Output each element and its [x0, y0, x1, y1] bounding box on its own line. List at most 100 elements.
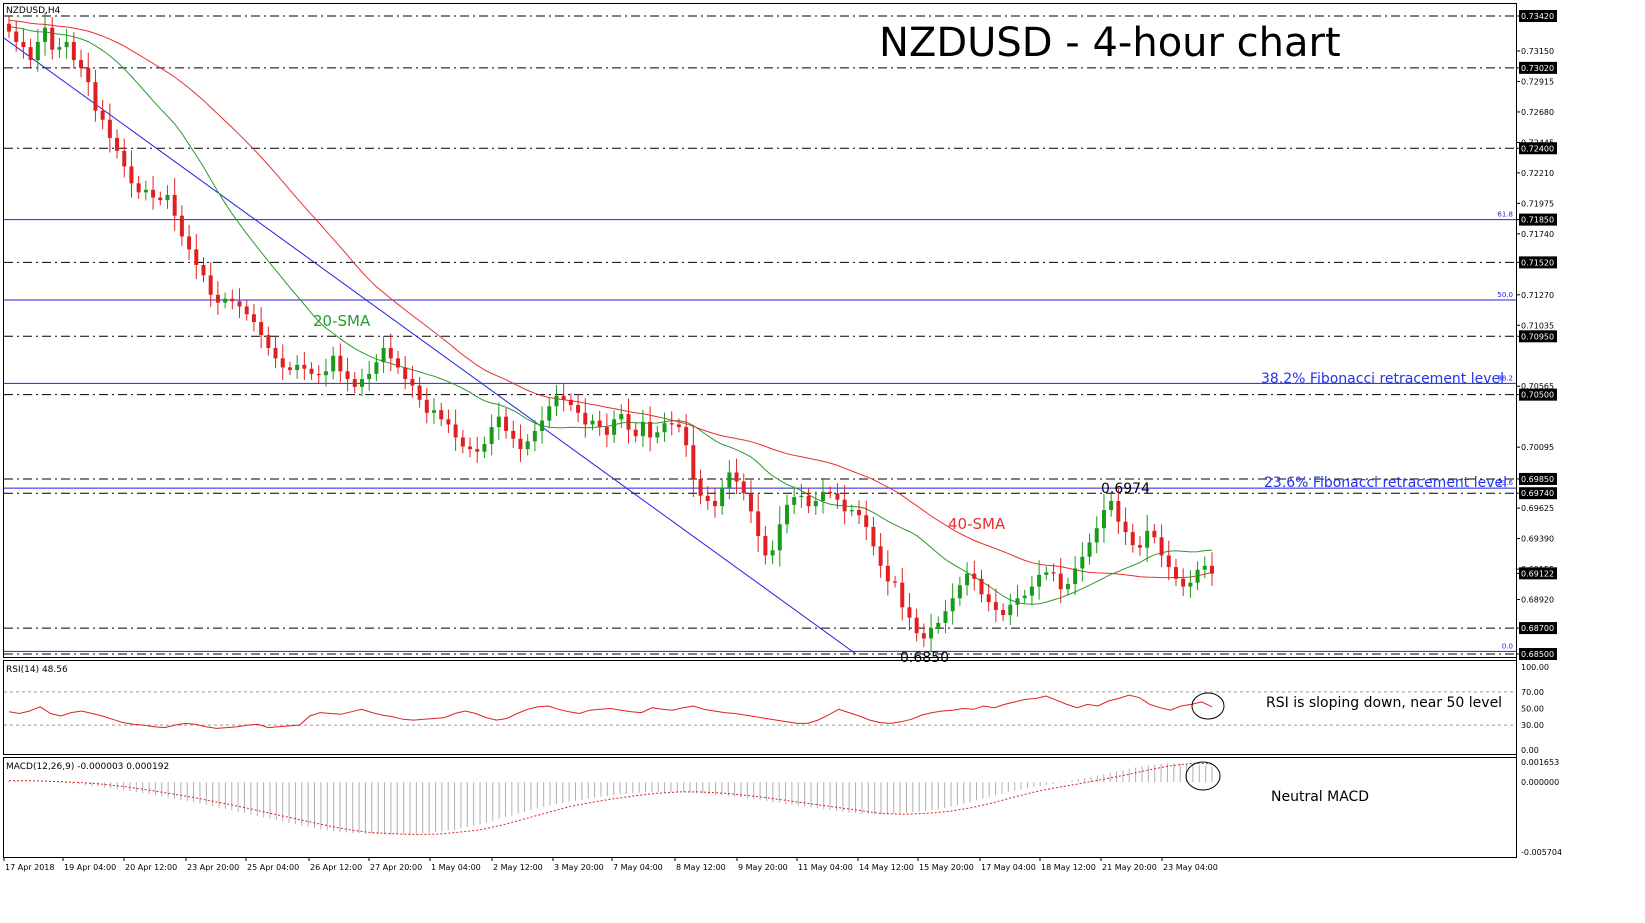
candle-body-28 — [208, 275, 213, 295]
candle-body-139 — [1008, 604, 1013, 616]
candle-body-12 — [93, 82, 98, 111]
time-label-17: 18 May 12:00 — [1041, 863, 1096, 872]
candle-body-115 — [835, 493, 840, 500]
fib-tag-1: 50.0 — [1497, 291, 1513, 299]
rsi-tick-label-0: 100.00 — [1521, 663, 1549, 672]
rsi-note: RSI is sloping down, near 50 level — [1266, 695, 1502, 711]
macd-tick-label-2: -0.005704 — [1521, 848, 1562, 857]
candle-body-91 — [662, 423, 667, 433]
candlesticks — [7, 12, 1214, 652]
candle-body-69 — [504, 416, 509, 431]
price-tick-label-12: 0.71270 — [1521, 291, 1554, 300]
time-label-12: 9 May 20:00 — [738, 863, 788, 872]
rsi-tick-label-4: 0.00 — [1521, 746, 1539, 755]
candle-body-65 — [475, 449, 480, 452]
rsi-label: RSI(14) 48.56 — [6, 665, 68, 675]
candle-body-105 — [763, 535, 768, 556]
price-tick-label-4: 0.72680 — [1521, 108, 1554, 117]
candle-body-121 — [878, 546, 883, 566]
candle-body-43 — [316, 373, 321, 376]
time-label-6: 27 Apr 20:00 — [370, 863, 422, 872]
downtrend-line — [3, 37, 857, 655]
candle-body-131 — [950, 598, 955, 612]
candle-body-142 — [1029, 586, 1034, 596]
candle-body-140 — [1015, 598, 1020, 605]
time-label-18: 21 May 20:00 — [1102, 863, 1157, 872]
candle-body-100 — [727, 472, 732, 489]
price-tick-label-7: 0.72210 — [1521, 169, 1554, 178]
candle-body-3 — [28, 47, 33, 61]
candle-body-104 — [756, 511, 761, 536]
candle-body-125 — [907, 607, 912, 618]
candle-body-127 — [921, 633, 926, 639]
candle-body-48 — [352, 379, 357, 387]
candle-body-66 — [482, 443, 487, 452]
candle-body-89 — [648, 421, 653, 438]
candle-body-144 — [1044, 572, 1049, 575]
price-tick-box-11 — [1519, 256, 1557, 269]
price-tick-label-14: 0.70950 — [1521, 332, 1554, 341]
fibonacci-levels: 61.8 50.0 38.2 23.6 0.0 — [4, 211, 1516, 652]
fib-236-label: 23.6% Fibonacci retracement level — [1264, 475, 1507, 491]
candle-body-148 — [1073, 568, 1078, 584]
symbol-label: NZDUSD,H4 — [6, 6, 61, 16]
candle-body-124 — [900, 582, 905, 608]
candle-body-29 — [215, 294, 220, 303]
candle-body-52 — [381, 347, 386, 363]
candle-body-60 — [439, 410, 444, 420]
price-tick-box-2 — [1519, 61, 1557, 74]
candle-body-13 — [100, 110, 105, 120]
fib-382-label: 38.2% Fibonacci retracement level — [1261, 371, 1504, 387]
candle-body-161 — [1166, 555, 1171, 568]
candle-body-38 — [280, 358, 285, 368]
candle-body-46 — [338, 355, 343, 372]
candle-body-165 — [1195, 569, 1200, 583]
candle-body-7 — [57, 47, 62, 50]
candle-body-27 — [201, 264, 206, 276]
candle-body-155 — [1123, 521, 1128, 533]
candle-body-151 — [1094, 528, 1099, 543]
candle-body-6 — [50, 27, 55, 50]
candle-body-23 — [172, 194, 177, 216]
candle-body-41 — [302, 364, 307, 369]
price-tick-label-2: 0.73020 — [1521, 64, 1554, 73]
candle-body-111 — [806, 495, 811, 507]
candle-body-160 — [1159, 537, 1164, 556]
candle-body-22 — [165, 194, 170, 201]
candle-body-119 — [864, 515, 869, 527]
fib-tag-0: 61.8 — [1497, 211, 1513, 219]
candle-body-114 — [828, 491, 833, 494]
trendline — [3, 37, 857, 655]
candle-body-113 — [821, 491, 826, 501]
macd-note: Neutral MACD — [1271, 789, 1369, 805]
price-tick-label-18: 0.69850 — [1521, 475, 1554, 484]
time-label-0: 17 Apr 2018 — [5, 863, 54, 872]
sma40-label: 40-SMA — [948, 515, 1006, 533]
price-tick-label-15: 0.70565 — [1521, 382, 1554, 391]
candle-body-128 — [929, 628, 934, 639]
candle-body-49 — [359, 379, 364, 387]
candle-body-86 — [626, 414, 631, 430]
macd-signal-line — [9, 762, 1213, 836]
candle-body-54 — [395, 358, 400, 368]
price-tick-box-6 — [1519, 142, 1557, 155]
candle-body-95 — [691, 445, 696, 479]
candle-body-123 — [893, 581, 898, 583]
candle-body-68 — [496, 416, 501, 428]
fib-tag-4: 0.0 — [1502, 642, 1513, 650]
candle-body-1 — [14, 31, 19, 42]
fib-tag-3: 23.6 — [1497, 479, 1513, 487]
sma20-label: 20-SMA — [313, 312, 371, 330]
price-tick-label-1: 0.73150 — [1521, 47, 1554, 56]
candle-body-72 — [525, 441, 530, 450]
candle-body-136 — [986, 594, 991, 603]
candle-body-97 — [705, 495, 710, 501]
candle-body-16 — [122, 150, 127, 167]
candle-body-11 — [86, 67, 91, 83]
macd-highlight-circle — [1185, 761, 1221, 791]
candle-body-40 — [295, 364, 300, 371]
macd-tick-label-1: 0.000000 — [1521, 778, 1559, 787]
candle-body-132 — [957, 585, 962, 599]
price-tick-label-19: 0.69740 — [1521, 489, 1554, 498]
candle-body-20 — [151, 189, 156, 198]
